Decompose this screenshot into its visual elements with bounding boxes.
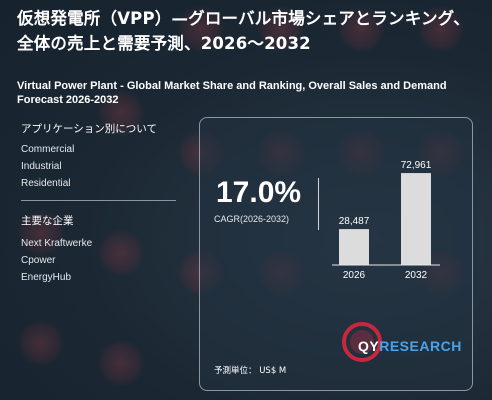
watermark-logo bbox=[18, 320, 64, 366]
watermark-logo bbox=[98, 340, 144, 386]
watermark-logo bbox=[338, 6, 384, 52]
logo-wordmark: QYRESEARCH bbox=[358, 338, 462, 354]
application-item: Industrial bbox=[21, 161, 62, 172]
companies-heading: 主要な企業 bbox=[21, 215, 74, 227]
qyresearch-logo bbox=[342, 322, 382, 362]
company-item: Cpower bbox=[21, 255, 56, 266]
watermark-logo bbox=[98, 230, 144, 276]
watermark-logo bbox=[418, 6, 464, 52]
watermark-logo bbox=[258, 6, 304, 52]
unit-label: 予測単位： US$ M bbox=[214, 366, 287, 376]
watermark-logo bbox=[178, 6, 224, 52]
cagr-value: 17.0% bbox=[216, 176, 302, 209]
bar-2032 bbox=[401, 173, 431, 265]
bar-value-label: 28,487 bbox=[339, 216, 370, 227]
bar-value-label: 72,961 bbox=[401, 160, 432, 171]
page-subtitle: Virtual Power Plant - Global Market Shar… bbox=[17, 80, 447, 106]
application-item: Residential bbox=[21, 178, 71, 189]
applications-heading: アプリケーション別について bbox=[21, 123, 157, 135]
category-label: 2026 bbox=[343, 270, 366, 281]
cagr-label: CAGR(2026-2032) bbox=[214, 214, 290, 224]
watermark-logo bbox=[98, 90, 144, 136]
company-item: EnergyHub bbox=[21, 272, 72, 283]
section-divider bbox=[21, 200, 176, 201]
company-item: Next Kraftwerke bbox=[21, 238, 93, 249]
bar-2026 bbox=[339, 229, 369, 265]
application-item: Commercial bbox=[21, 144, 75, 155]
cagr-divider bbox=[318, 178, 319, 230]
forecast-bar-chart: 28,487 2026 72,961 2032 bbox=[332, 160, 440, 281]
watermark-logo bbox=[18, 210, 64, 256]
category-label: 2032 bbox=[405, 270, 428, 281]
logo-text-main: QY bbox=[358, 338, 380, 354]
logo-text-accent: RESEARCH bbox=[379, 338, 462, 354]
page-title: 仮想発電所（VPP）—グローバル市場シェアとランキング、全体の売上と需要予測、2… bbox=[17, 9, 470, 53]
